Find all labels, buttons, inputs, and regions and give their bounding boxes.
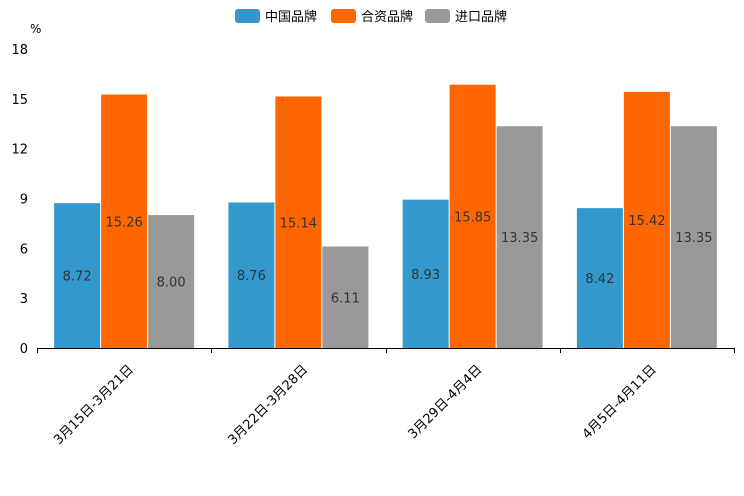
y-tick-label: 18 (11, 43, 28, 58)
bar (670, 126, 717, 348)
y-tick-label: 9 (20, 193, 28, 208)
bar (54, 203, 101, 348)
bar-value-label: 6.11 (331, 291, 360, 306)
bar-value-label: 13.35 (501, 231, 538, 246)
bar-value-label: 8.42 (585, 272, 614, 287)
bar-value-label: 15.85 (454, 210, 491, 225)
y-tick-label: 15 (11, 93, 28, 108)
bar (496, 126, 543, 348)
y-tick-label: 0 (20, 342, 28, 357)
bar-value-label: 15.42 (628, 214, 665, 229)
legend-label: 中国品牌 (265, 9, 317, 25)
bar-value-label: 15.14 (280, 216, 317, 231)
y-axis-unit: % (30, 22, 41, 36)
y-tick-label: 3 (20, 292, 28, 307)
bar-value-label: 8.72 (63, 270, 92, 285)
x-axis: 3月15日-3月21日 3月22日-3月28日 3月29日-4月4日 4月5日-4月1… (37, 348, 735, 448)
bar-value-label: 13.35 (675, 231, 712, 246)
y-tick-label: 6 (20, 242, 28, 257)
bar (322, 246, 369, 348)
x-tick-label: 3月15日-3月21日 (51, 362, 137, 448)
bar-value-label: 8.00 (157, 276, 186, 291)
bars: 8.72 15.26 8.00 8.76 15.14 6.11 8.93 15.85 13.35… (54, 84, 717, 349)
y-axis: 0 3 6 9 12 15 18 (11, 43, 28, 357)
legend-swatch (425, 9, 450, 23)
bar (275, 96, 322, 348)
legend: 中国品牌 合资品牌 进口品牌 (235, 9, 507, 25)
bar (228, 202, 275, 348)
bar-value-label: 8.93 (411, 268, 440, 283)
legend-swatch (331, 9, 356, 23)
bar (101, 94, 148, 349)
bar (623, 91, 670, 349)
bar-value-label: 15.26 (106, 215, 143, 230)
bar (148, 215, 195, 348)
bar (449, 84, 496, 348)
y-tick-label: 12 (11, 143, 28, 158)
x-tick-label: 3月22日-3月28日 (225, 362, 311, 448)
x-tick-label: 3月29日-4月4日 (406, 362, 486, 442)
bar (576, 208, 623, 348)
legend-label: 进口品牌 (455, 9, 507, 25)
legend-label: 合资品牌 (361, 9, 413, 25)
bar (402, 199, 449, 348)
legend-swatch (235, 9, 260, 23)
x-tick-label: 4月5日-4月11日 (580, 362, 660, 442)
bar-value-label: 8.76 (237, 269, 266, 284)
